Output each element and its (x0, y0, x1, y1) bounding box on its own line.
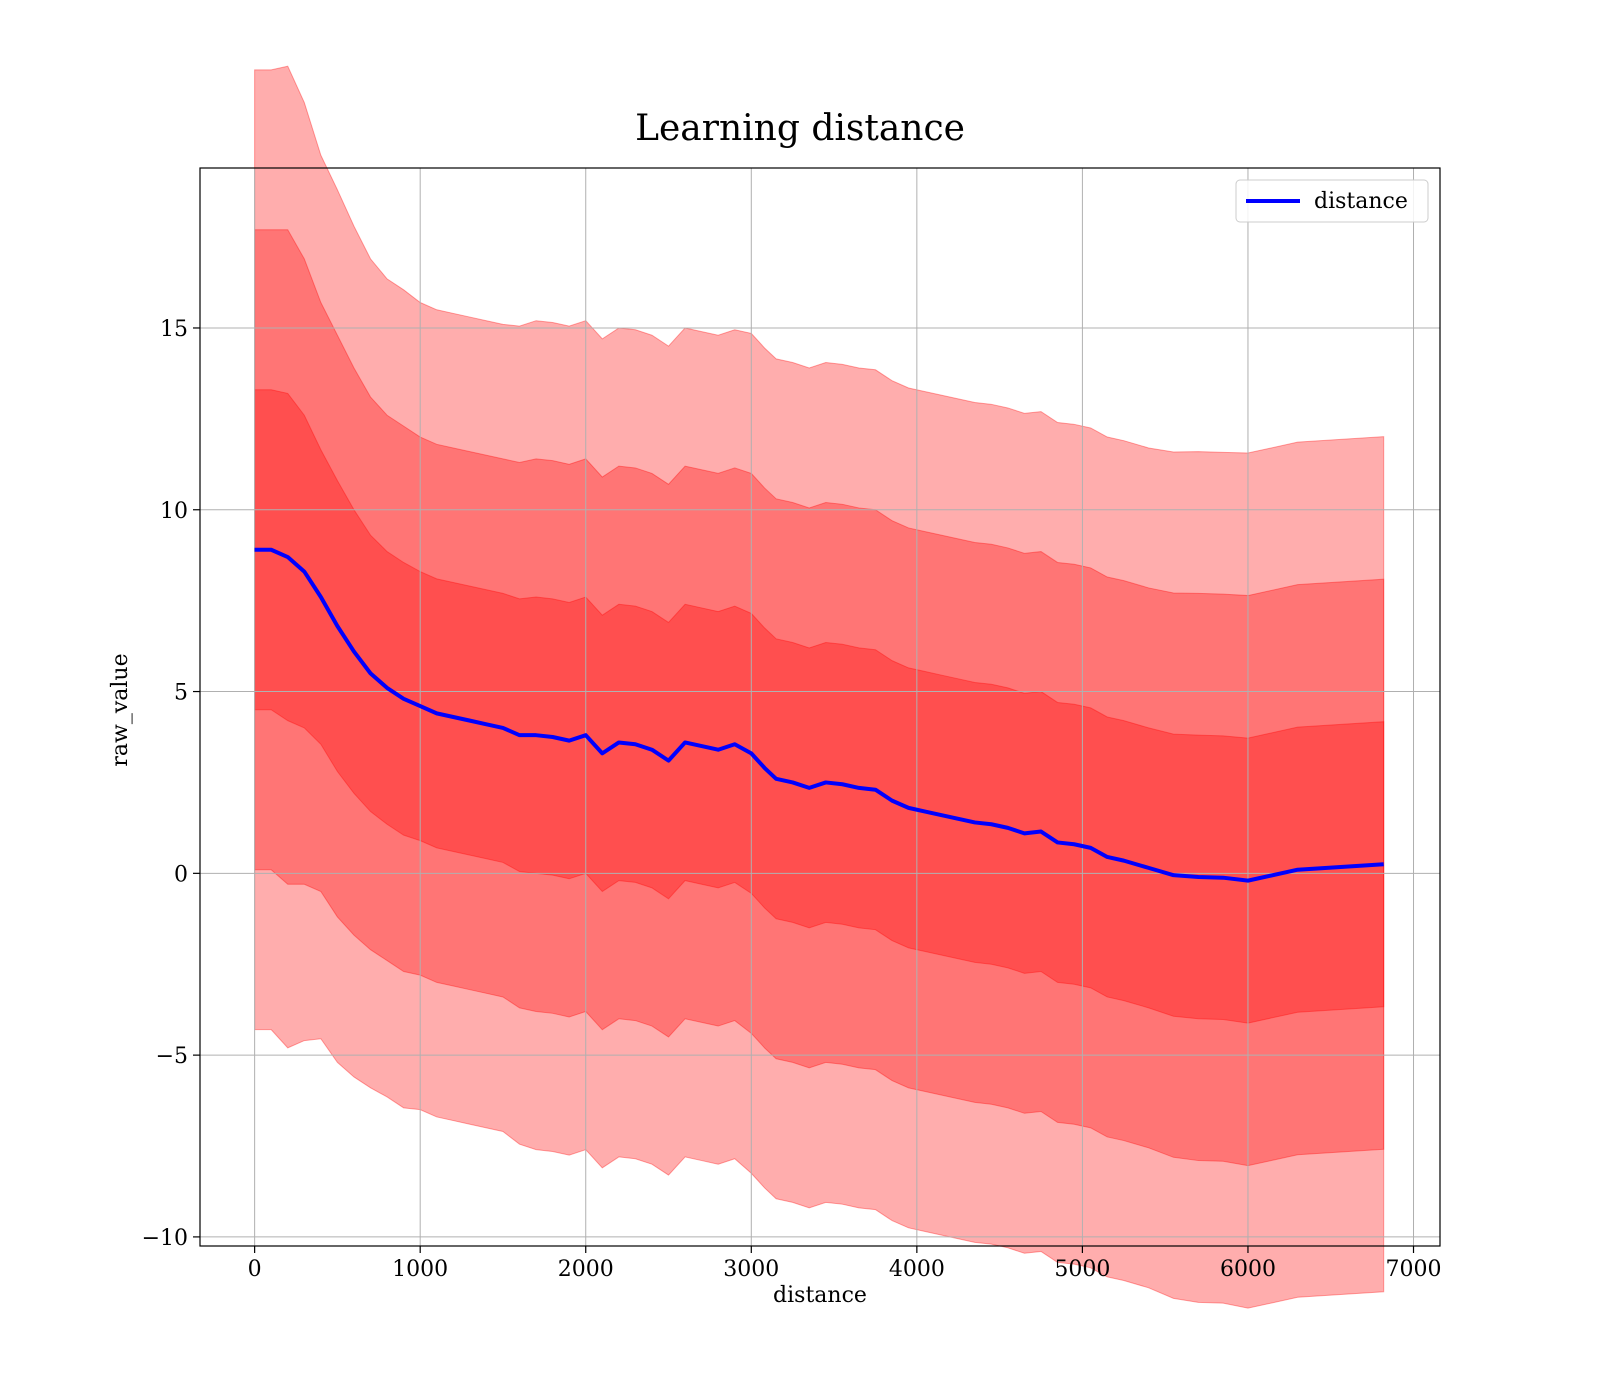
y-axis-label: raw_value (108, 653, 133, 766)
y-tick-label: −5 (156, 1044, 188, 1069)
y-tick-label: −10 (142, 1226, 188, 1251)
std-band-2sigma (254, 229, 1385, 1167)
plot-area: 0 1000 2000 3000 4000 5000 6000 7000 −10 −5 0 5 10 15… (142, 65, 1442, 1309)
x-tick-label: 1000 (392, 1257, 448, 1282)
legend-label-distance: distance (1314, 189, 1408, 214)
y-tick-label: 15 (160, 317, 188, 342)
series-line-distance (254, 547, 1384, 883)
x-tick-label: 3000 (723, 1257, 779, 1282)
x-tick-label: 6000 (1220, 1257, 1276, 1282)
legend-box (1235, 179, 1429, 223)
plot-frame (199, 167, 1441, 1247)
x-tick-label: 4000 (889, 1257, 945, 1282)
std-band-3sigma (254, 65, 1385, 1309)
x-axis-label: distance (773, 1283, 867, 1308)
y-tick-label: 10 (160, 499, 188, 524)
x-tick-label: 7000 (1386, 1257, 1442, 1282)
legend: distance (1235, 179, 1429, 223)
std-band-1sigma (254, 389, 1385, 1024)
chart-title: Learning distance (635, 108, 965, 149)
y-tick-label: 5 (174, 681, 188, 706)
x-tick-label: 2000 (558, 1257, 614, 1282)
x-tick-label: 0 (248, 1257, 262, 1282)
y-tick-label: 0 (174, 862, 188, 887)
x-tick-label: 5000 (1054, 1257, 1110, 1282)
